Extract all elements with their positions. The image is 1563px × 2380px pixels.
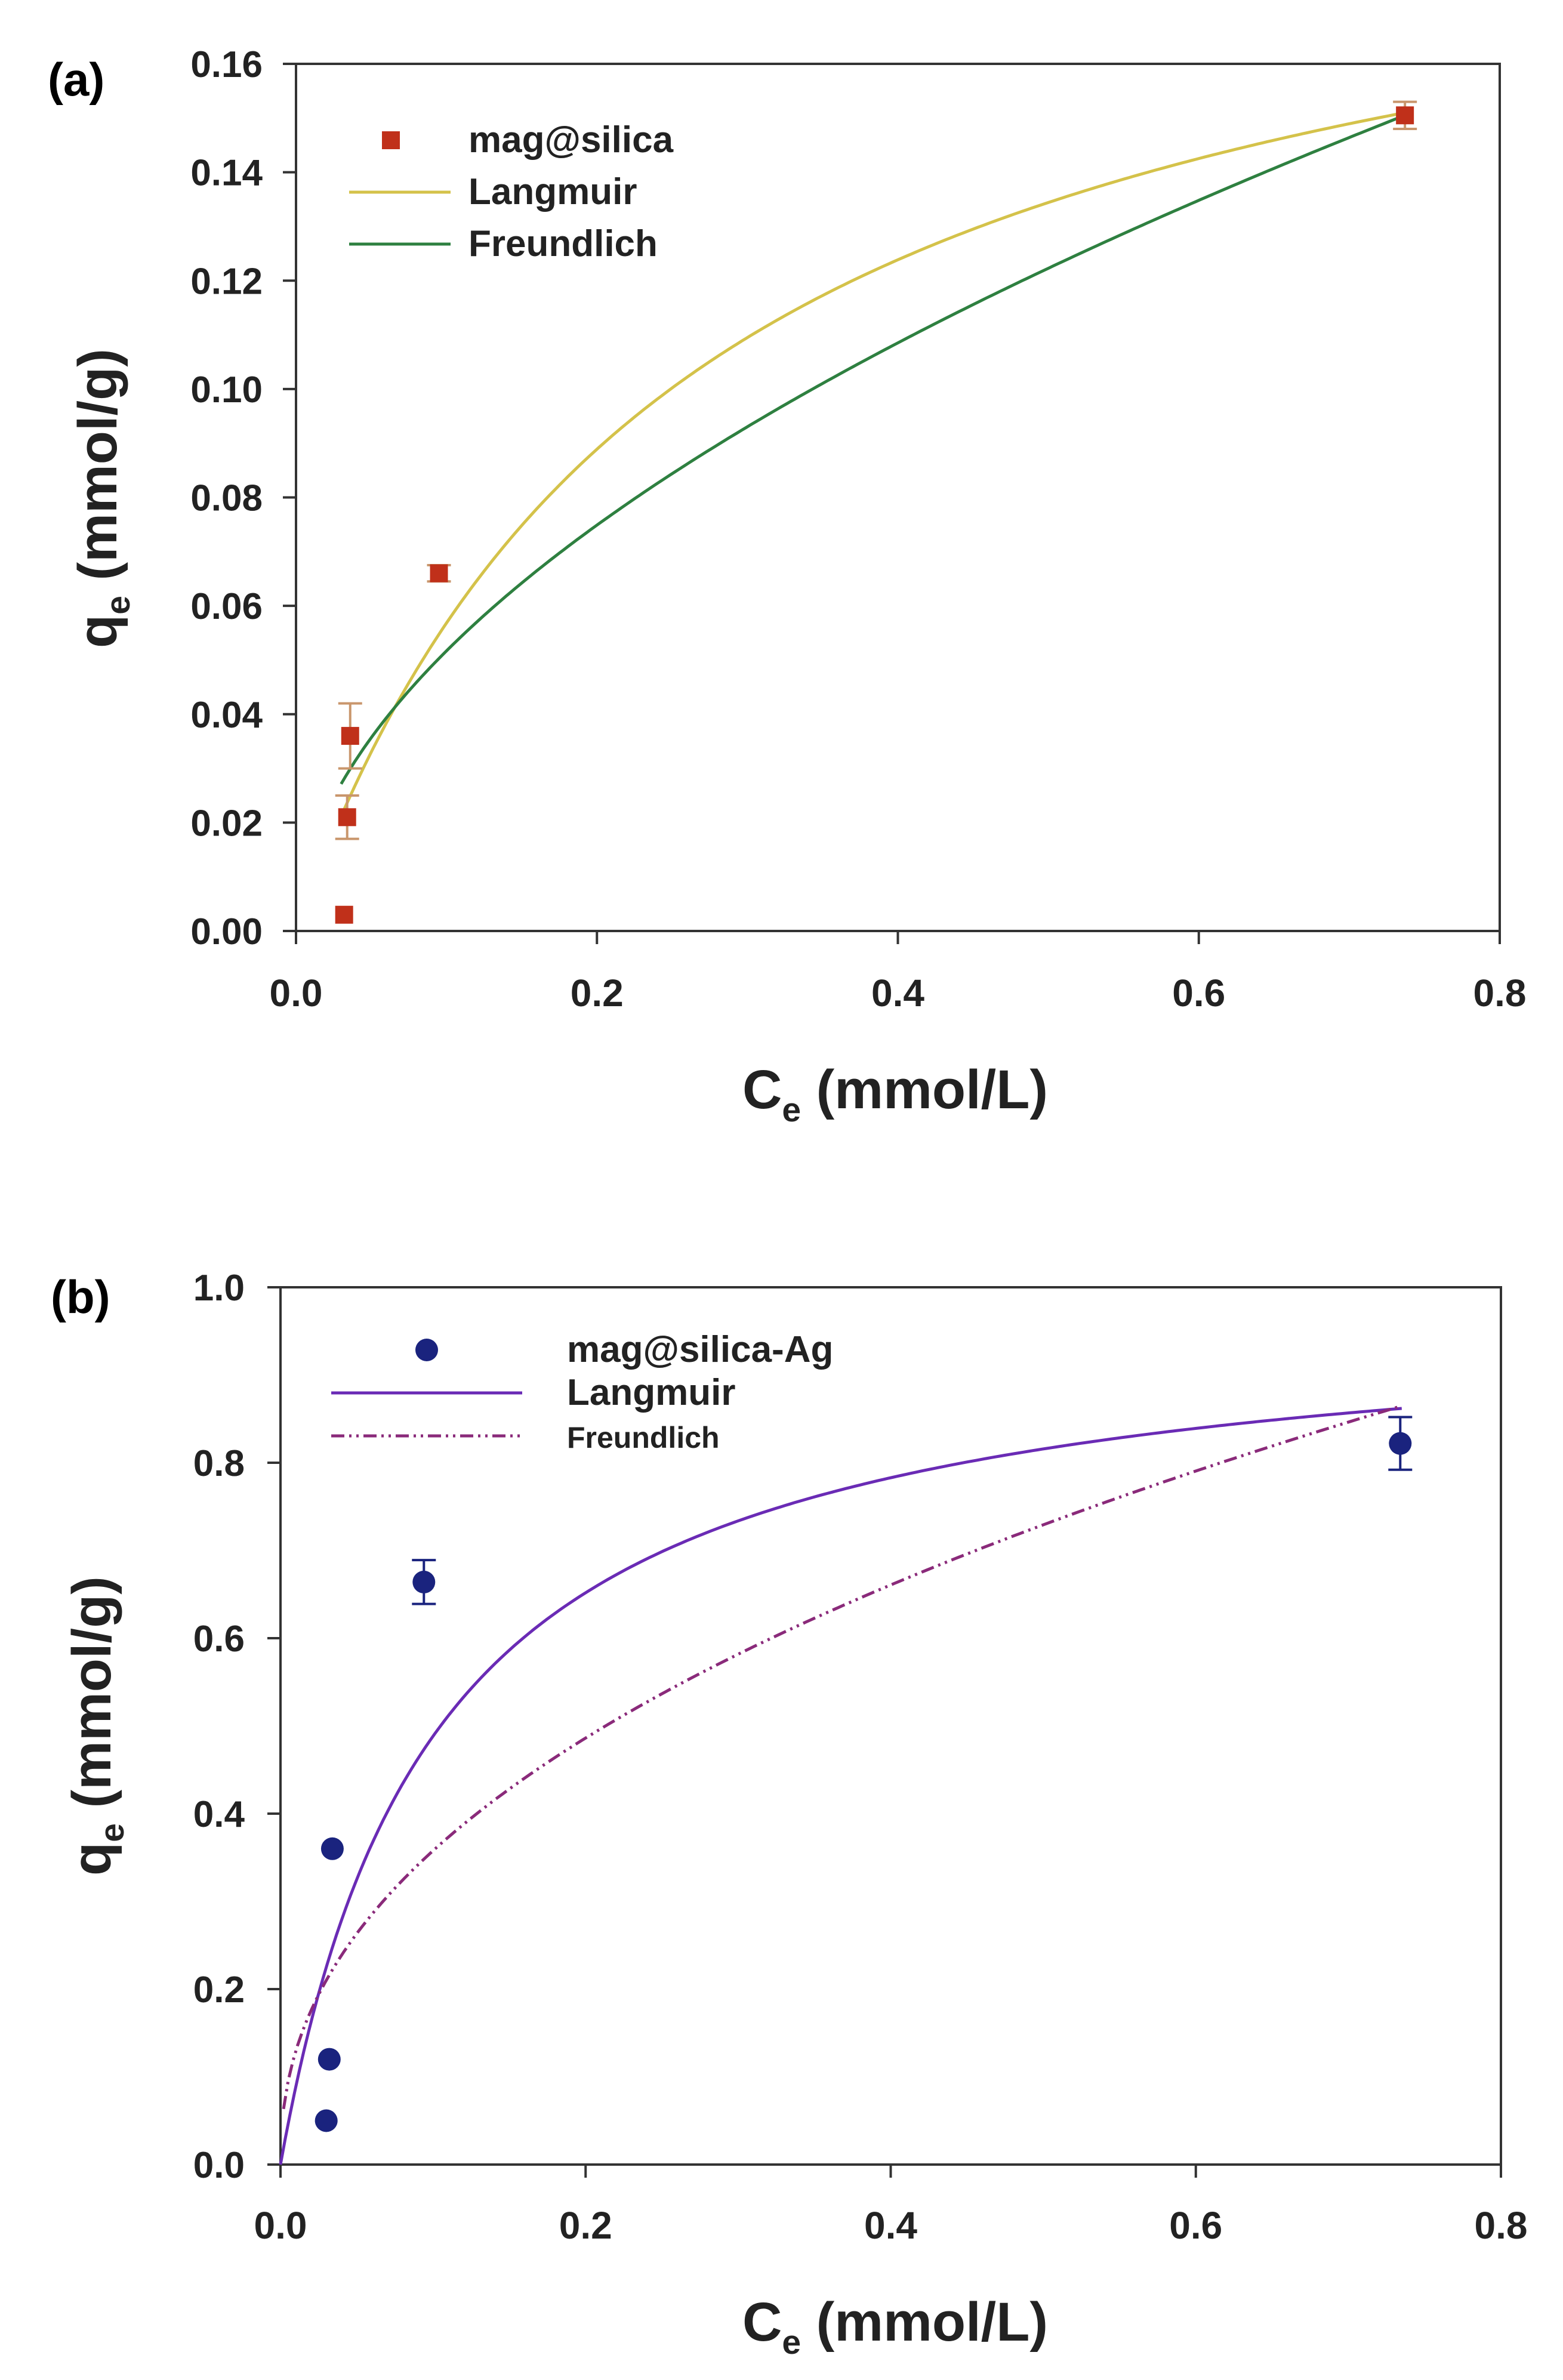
legend-label: Langmuir [468,171,637,212]
x-axis-label-sub: e [782,2323,801,2361]
data-point [338,808,356,827]
legend-label: mag@silica-Ag [567,1329,833,1370]
curve-langmuir [340,110,1410,817]
y-tick-label: 0.12 [190,261,263,302]
curve-langmuir [279,1407,1402,2165]
curve-freundlich [340,112,1410,785]
y-tick-label: 0.08 [190,478,263,519]
x-tick-label: 0.4 [871,972,924,1015]
data-point [317,2048,341,2071]
y-tick-label: 0.2 [193,1969,245,2011]
panel-b: (b) 0.0 0.2 0.4 0.6 0.8 0.0 0.2 0.4 0.6 0.8 1.0 Ce (… [51,1268,1527,2361]
legend-label: mag@silica [468,119,674,161]
y-axis-label-rest: (mmol/g) [67,349,128,596]
y-axis-label: qe (mmol/g) [67,349,137,648]
legend-marker [415,1339,438,1361]
y-tick-label: 0.04 [190,695,263,736]
data-point [335,905,353,924]
y-tick-label: 0.0 [193,2145,245,2186]
y-tick-label: 0.6 [193,1618,245,1660]
panel-a: (a) 0.0 0.2 0.4 0.6 0.8 0.00 0.02 0.04 0.06 0.08 0.… [48,44,1526,1129]
x-tick-label: 0.8 [1475,2204,1528,2247]
x-axis-label: Ce (mmol/L) [742,2292,1048,2361]
data-point [1396,106,1414,125]
y-axis-label-rest: (mmol/g) [61,1576,122,1823]
x-tick-label: 0.2 [559,2204,612,2247]
y-tick-label: 0.00 [190,911,263,952]
y-tick-label: 0.02 [190,803,263,844]
y-tick-label: 0.06 [190,586,263,627]
data-point [412,1570,436,1593]
y-tick-label: 0.8 [193,1443,245,1484]
y-axis-label-sub: e [99,596,137,615]
curve-freundlich [282,1404,1402,2110]
x-axis-label-main: C [742,1059,782,1120]
y-tick-label: 0.10 [190,369,263,411]
y-axis-label-sub: e [93,1823,131,1842]
data-point [315,2109,338,2132]
x-tick-label: 0.8 [1473,972,1527,1015]
x-tick-label: 0.6 [1172,972,1225,1015]
x-tick-label: 0.6 [1169,2204,1222,2247]
legend-label: Freundlich [468,223,658,264]
panel-label: (a) [48,53,104,106]
x-axis-label-main: C [742,2292,782,2353]
y-axis-label-main: q [67,615,128,648]
data-point [430,564,448,582]
data-point [1389,1432,1412,1455]
y-axis-label-main: q [61,1842,122,1876]
data-point [341,727,359,745]
y-tick-label: 0.16 [190,44,263,85]
panel-label: (b) [51,1271,110,1323]
x-axis-label-rest: (mmol/L) [801,1059,1048,1120]
y-axis-label: qe (mmol/g) [61,1576,131,1876]
data-point [320,1837,344,1860]
x-axis-label-rest: (mmol/L) [801,2292,1048,2353]
x-tick-label: 0.0 [254,2204,307,2247]
y-tick-label: 0.14 [190,153,263,194]
legend-label: Langmuir [567,1372,735,1413]
legend-label: Freundlich [567,1421,720,1454]
y-tick-label: 1.0 [193,1268,245,1309]
x-axis-label-sub: e [782,1091,801,1129]
x-tick-label: 0.2 [571,972,624,1015]
x-tick-label: 0.0 [270,972,323,1015]
x-axis-label: Ce (mmol/L) [742,1059,1048,1129]
legend-marker [382,131,400,149]
x-tick-label: 0.4 [864,2204,917,2247]
plot-frame [279,1286,1502,2166]
y-tick-label: 0.4 [193,1794,245,1835]
